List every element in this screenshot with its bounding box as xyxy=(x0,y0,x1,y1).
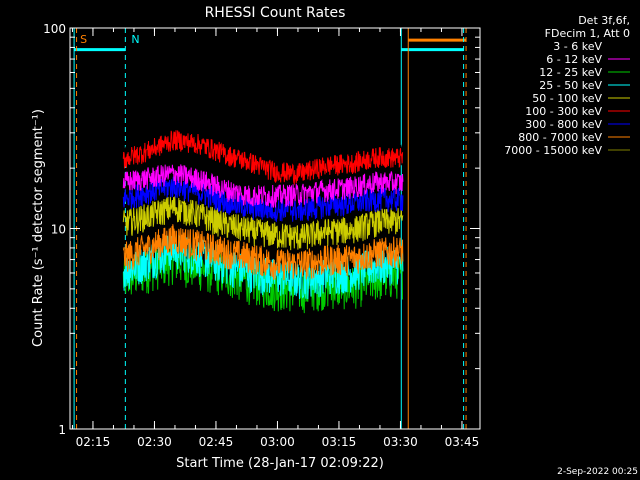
series-100-300keV-line xyxy=(122,130,404,186)
legend-label: 300 - 800 keV xyxy=(525,118,602,131)
y-tick-label: 1 xyxy=(58,423,66,437)
annotation-s: S xyxy=(80,33,87,46)
x-tick-label: 03:00 xyxy=(260,435,295,449)
legend-header-line: FDecim 1, Att 0 xyxy=(545,27,630,40)
x-tick-label: 03:30 xyxy=(383,435,418,449)
y-tick-label: 10 xyxy=(51,223,66,237)
legend-label: 50 - 100 keV xyxy=(532,92,602,105)
x-tick-label: 02:45 xyxy=(199,435,234,449)
series-50-100keV-line xyxy=(122,196,404,251)
series-300-800keV-line xyxy=(122,175,404,223)
legend-label: 100 - 300 keV xyxy=(525,105,602,118)
x-tick-label: 02:15 xyxy=(76,435,111,449)
legend-label: 800 - 7000 keV xyxy=(518,131,602,144)
x-axis-label: Start Time (28-Jan-17 02:09:22) xyxy=(176,456,384,471)
footer-date: 2-Sep-2022 00:25 xyxy=(557,467,638,477)
series-6-12keV-line xyxy=(122,164,404,208)
chart-title: RHESSI Count Rates xyxy=(205,5,346,21)
x-tick-label: 03:45 xyxy=(445,435,480,449)
y-tick-label: 100 xyxy=(43,22,66,36)
legend-label: 6 - 12 keV xyxy=(546,53,602,66)
legend-header-line: Det 3f,6f, xyxy=(578,14,630,27)
legend-label: 25 - 50 keV xyxy=(539,79,602,92)
axis-ticks: 02:15 02:30 02:45 03:00 03:15 03:30 03:45 1 10 10… xyxy=(43,22,480,449)
x-tick-label: 03:15 xyxy=(322,435,357,449)
y-axis-label: Count Rate (s⁻¹ detector segment⁻¹) xyxy=(31,109,46,347)
x-tick-label: 02:30 xyxy=(137,435,172,449)
data-series xyxy=(122,128,404,314)
legend-label: 12 - 25 keV xyxy=(539,66,602,79)
series-800-7000keV-line xyxy=(122,224,404,281)
flag-bars xyxy=(74,38,467,52)
annotation-n: N xyxy=(131,33,139,46)
legend-label: 3 - 6 keV xyxy=(553,40,602,53)
legend-label: 7000 - 15000 keV xyxy=(504,144,602,157)
